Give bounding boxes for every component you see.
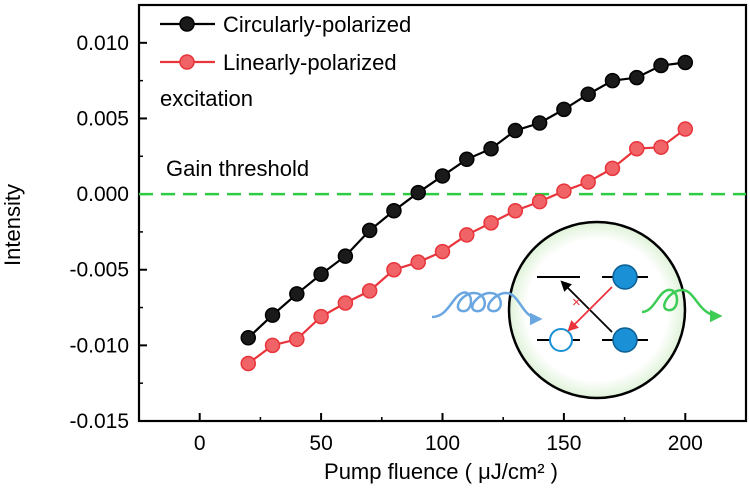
forbidden-transition-arrow [567, 286, 613, 332]
data-point-linear [604, 160, 621, 177]
data-point-linear [264, 337, 281, 354]
data-point-circular [628, 69, 645, 86]
legend-marker-circular [179, 16, 195, 32]
data-point-circular [556, 101, 572, 118]
legend-note: excitation [160, 86, 253, 111]
data-point-circular [386, 202, 402, 219]
series-layer [240, 54, 694, 372]
data-point-linear [531, 193, 548, 210]
legend: Circularly-polarized Linearly-polarized … [160, 12, 411, 111]
incoming-circular-wave [431, 291, 543, 326]
data-point-linear [653, 139, 669, 155]
data-point-linear [507, 202, 524, 219]
y-tick-label: 0.005 [76, 107, 129, 130]
data-point-circular [434, 168, 451, 184]
empty-state [549, 328, 573, 352]
data-point-circular [580, 86, 596, 103]
legend-label-linear: Linearly-polarized [223, 50, 397, 75]
forbidden-cross-mark: × [572, 294, 581, 311]
data-point-linear [313, 308, 329, 325]
outgoing-circular-wave [641, 288, 723, 323]
data-point-circular [653, 57, 669, 74]
data-point-linear [459, 227, 475, 243]
x-tick-label: 150 [546, 432, 581, 455]
data-point-circular [604, 72, 621, 89]
y-tick-label: -0.015 [69, 410, 129, 433]
data-point-linear [677, 121, 694, 137]
data-point-circular [264, 307, 281, 323]
axes-layer: 0 50 100 150 200 -0.015 -0.010 -0.005 0.000 0.005… [69, 3, 748, 455]
data-point-linear [434, 243, 451, 260]
y-tick-label: -0.010 [69, 334, 129, 357]
data-point-linear [337, 295, 354, 311]
x-tick-label: 100 [425, 432, 460, 455]
data-point-circular [677, 54, 694, 71]
inset-circle [507, 220, 687, 400]
data-point-linear [386, 261, 402, 278]
data-point-linear [240, 355, 257, 372]
data-point-circular [483, 140, 499, 157]
data-point-circular [531, 115, 548, 131]
y-tick-label: 0.010 [76, 32, 129, 55]
data-point-circular [507, 122, 524, 139]
data-point-linear [556, 183, 572, 199]
data-point-linear [410, 254, 426, 270]
data-point-circular [240, 330, 257, 346]
legend-label-circular: Circularly-polarized [223, 12, 411, 37]
x-tick-label: 0 [194, 432, 206, 455]
threshold-label: Gain threshold [166, 156, 309, 181]
y-tick-label: -0.005 [69, 259, 129, 282]
legend-marker-linear [179, 54, 195, 70]
x-tick-label: 200 [668, 432, 703, 455]
filled-state-lower [612, 327, 638, 353]
y-tick-label: 0.000 [76, 183, 129, 206]
data-point-circular [289, 286, 305, 302]
data-point-linear [289, 331, 305, 348]
data-point-circular [337, 248, 354, 264]
data-point-linear [628, 140, 645, 157]
inset-diagram: × [431, 220, 723, 400]
allowed-transition-arrow [560, 280, 613, 333]
x-axis-title: Pump fluence ( μJ/cm² ) [324, 459, 558, 484]
data-point-circular [361, 222, 378, 239]
data-point-circular [313, 266, 329, 283]
data-point-circular [459, 151, 475, 168]
y-axis-title: Intensity [0, 184, 25, 266]
x-tick-label: 50 [309, 432, 332, 455]
data-point-linear [580, 174, 596, 190]
data-point-linear [483, 215, 499, 231]
filled-state-upper [612, 264, 638, 290]
data-point-linear [361, 283, 378, 299]
data-point-circular [410, 184, 426, 201]
